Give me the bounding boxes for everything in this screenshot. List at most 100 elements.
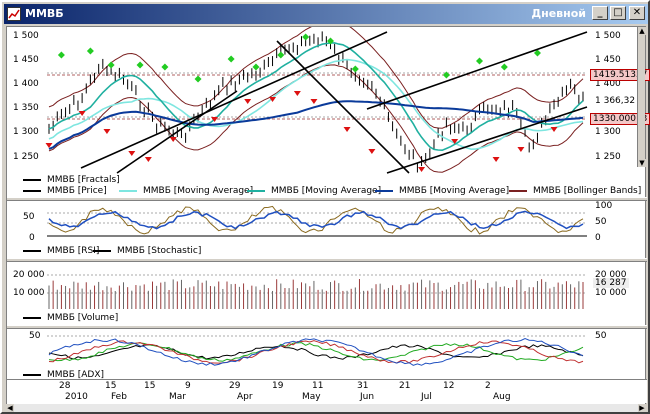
price-tick: 1 250 (595, 152, 621, 162)
scroll-up-icon[interactable]: ▲ (638, 27, 646, 35)
month-label: May (302, 392, 321, 402)
fractal-down-marker (169, 137, 177, 142)
close-button[interactable]: ✕ (629, 6, 645, 20)
fractal-down-marker (550, 127, 558, 132)
lower-band-value: 1330.00013 (590, 113, 650, 125)
price-tick: 1 400 (595, 79, 621, 89)
legend-label: ММВБ [Stochastic] (117, 246, 202, 256)
fractal-down-marker (517, 147, 525, 152)
adx-line (48, 340, 584, 364)
day-label: 15 (144, 381, 156, 391)
fractal-down-marker (492, 157, 500, 162)
adx-tick: 50 (595, 331, 607, 341)
day-label: 12 (443, 381, 455, 391)
maximize-button[interactable]: □ (610, 6, 626, 20)
legend-label: ММВБ [Fractals] (47, 175, 120, 185)
scroll-down-icon[interactable]: ▼ (638, 159, 646, 167)
plots-canvas (45, 27, 588, 366)
month-label: Aug (493, 392, 511, 402)
interval-label: Дневной (531, 7, 586, 20)
fractal-down-marker (78, 111, 86, 116)
legend-item[interactable]: ММВБ [ADX] (23, 370, 104, 380)
price-tick: 1 450 (13, 55, 39, 65)
fractal-up-marker (136, 61, 144, 69)
fractal-markers (45, 33, 558, 172)
legend-item[interactable]: ММВБ [Bollinger Bands] (509, 186, 641, 196)
adx-line (48, 342, 584, 362)
panel-splitter[interactable] (7, 197, 647, 201)
fractal-down-marker (269, 97, 277, 102)
price-tick: 1 300 (13, 127, 39, 137)
month-label: Mar (169, 392, 186, 402)
adx-line (48, 338, 584, 366)
legend-label: ММВБ [Bollinger Bands] (533, 186, 642, 196)
fractal-up-marker (351, 65, 359, 73)
fractal-up-marker (194, 75, 202, 83)
fractal-up-marker (227, 55, 235, 63)
ma-mid-line (48, 42, 584, 152)
fractal-down-marker (128, 151, 136, 156)
fractal-down-marker (293, 91, 301, 96)
volume-bars (47, 274, 587, 309)
legend-item[interactable]: ММВБ [Price] (23, 186, 107, 196)
legend-item[interactable]: ММВБ [RSI] (23, 246, 99, 256)
fractal-down-marker (211, 117, 219, 122)
chart-area[interactable]: 1 500 1 450 1 400 1 350 1 300 1 250 1 50… (6, 26, 650, 412)
day-label: 9 (185, 381, 191, 391)
adx-series (47, 335, 587, 366)
fractal-up-marker (533, 49, 541, 57)
fractal-down-marker (451, 139, 459, 144)
price-tick: 1 400 (13, 79, 39, 89)
scroll-left-icon[interactable]: ◀ (6, 404, 14, 412)
last-price-value: 1 366,32 (593, 96, 638, 106)
day-label: 29 (229, 381, 241, 391)
fractal-up-marker (86, 47, 94, 55)
fractal-up-marker (161, 63, 169, 71)
stochastic-line (48, 205, 584, 235)
legend-label: ММВБ [RSI] (47, 246, 100, 256)
fractal-up-marker (252, 63, 260, 71)
minimize-button[interactable]: _ (592, 6, 608, 20)
rsi-line (48, 210, 584, 230)
fractal-up-marker (500, 63, 508, 71)
fractal-up-marker (442, 71, 450, 79)
fractal-down-marker (418, 167, 426, 172)
legend-item[interactable]: ММВБ [Fractals] (23, 175, 120, 185)
horizontal-scrollbar[interactable]: ◀ ▶ (6, 404, 646, 412)
legend-item[interactable]: ММВБ [Stochastic] (93, 246, 201, 256)
fractal-down-marker (368, 149, 376, 154)
fractal-up-marker (57, 51, 65, 59)
fractal-up-marker (277, 51, 285, 59)
legend-item[interactable]: ММВБ [Moving Average] (119, 186, 253, 196)
legend-label: ММВБ [Moving Average] (271, 186, 382, 196)
price-tick: 1 500 (595, 31, 621, 41)
osc-tick: 50 (595, 217, 607, 227)
fractal-down-marker (45, 143, 53, 148)
legend-label: ММВБ [Price] (47, 186, 107, 196)
panel-splitter[interactable] (7, 258, 647, 262)
scroll-right-icon[interactable]: ▶ (638, 404, 646, 412)
month-label: Feb (111, 392, 127, 402)
price-tick: 1 350 (13, 103, 39, 113)
chart-app-icon (7, 7, 21, 21)
price-tick: 1 300 (595, 127, 621, 137)
legend-label: ММВБ [Volume] (47, 313, 119, 323)
legend-item[interactable]: ММВБ [Moving Average] (247, 186, 381, 196)
day-label: 28 (59, 381, 71, 391)
fractal-up-marker (326, 37, 334, 45)
osc-tick: 0 (29, 233, 35, 243)
day-label: 15 (105, 381, 117, 391)
panel-splitter[interactable] (7, 325, 647, 329)
legend-item[interactable]: ММВБ [Volume] (23, 313, 118, 323)
osc-tick: 50 (23, 212, 35, 222)
title-bar[interactable]: ММВБ Дневной _ □ ✕ (4, 4, 648, 24)
price-tick: 1 500 (13, 31, 39, 41)
month-label: Apr (237, 392, 253, 402)
price-scrollbar[interactable]: ▲ ▼ (637, 27, 646, 167)
legend-label: ММВБ [Moving Average] (399, 186, 510, 196)
fractal-down-marker (343, 127, 351, 132)
day-label: 31 (357, 381, 369, 391)
legend-label: ММВБ [ADX] (47, 370, 105, 380)
oscillator-series (47, 205, 587, 237)
legend-item[interactable]: ММВБ [Moving Average] (375, 186, 509, 196)
